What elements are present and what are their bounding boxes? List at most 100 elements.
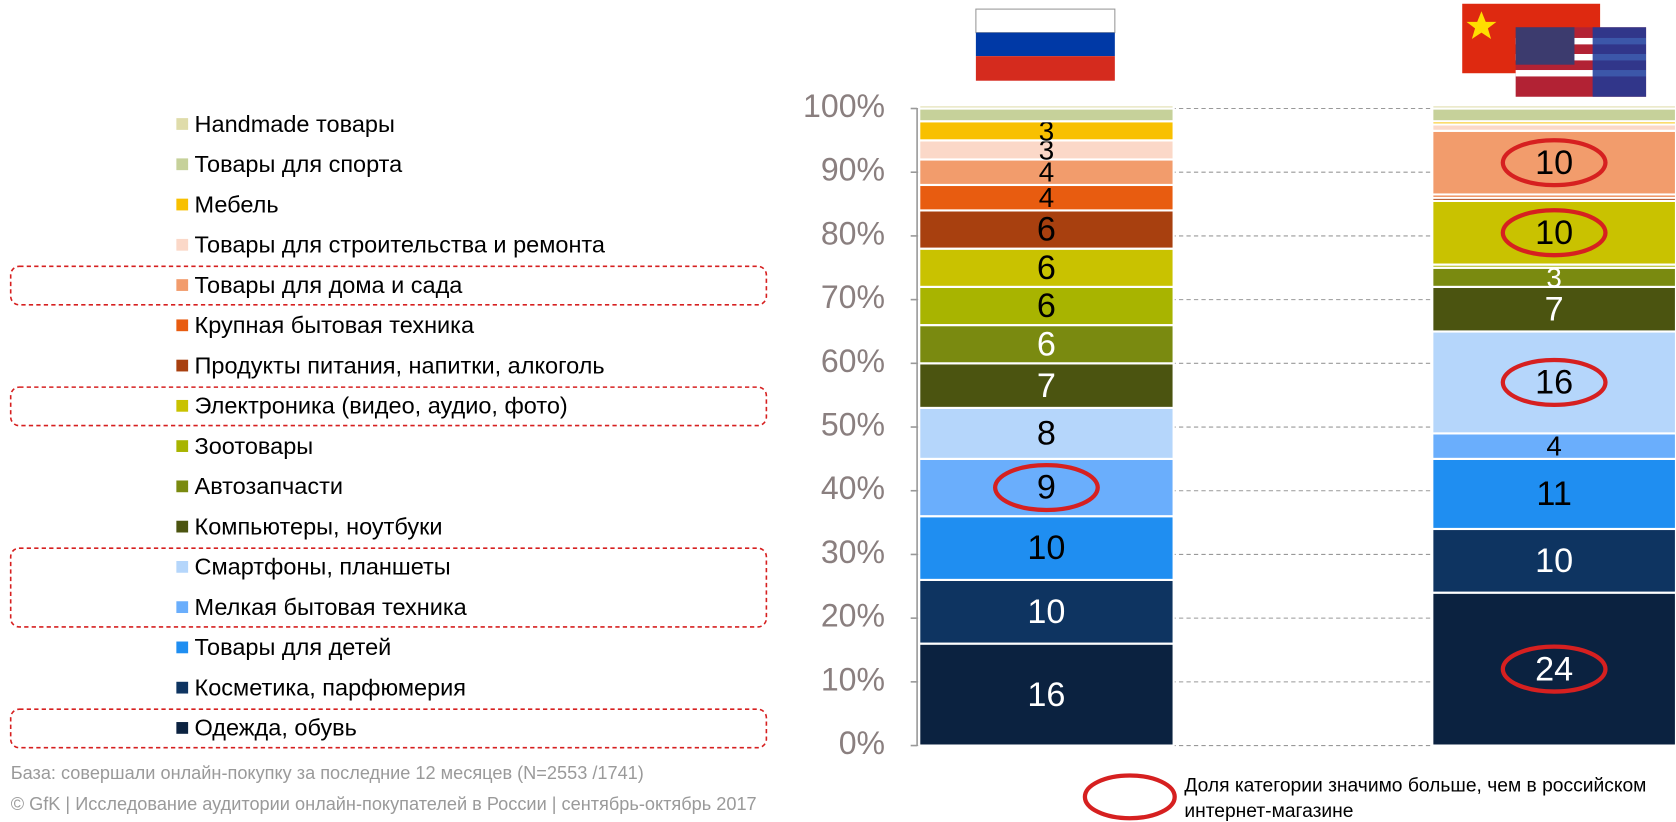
y-tick-label: 0%	[839, 725, 885, 761]
value-label: 11	[1536, 475, 1572, 513]
bar-segment	[1431, 104, 1676, 110]
y-axis: 0% 10% 20% 30% 40% 50% 60% 70% 80% 90% 100%	[803, 88, 918, 761]
value-label: 7	[1545, 290, 1564, 328]
bar-segment	[918, 209, 1175, 250]
legend-label: Зоотовары	[195, 433, 314, 459]
legend-label: Косметика, парфюмерия	[195, 674, 466, 700]
legend-label: Смартфоны, планшеты	[195, 554, 451, 580]
value-label: 6	[1037, 249, 1056, 287]
legend-label: Товары для строительства и ремонта	[195, 232, 606, 258]
highlight-circle	[992, 462, 1100, 513]
legend-label: Одежда, обувь	[195, 715, 357, 741]
legend-swatch	[176, 198, 189, 211]
legend-swatch	[176, 681, 189, 694]
value-label: 6	[1037, 211, 1056, 249]
y-tick-label: 20%	[821, 598, 885, 634]
bar-segment	[918, 457, 1175, 518]
y-tick-label: 60%	[821, 343, 885, 379]
legend-swatch	[176, 238, 189, 251]
bar-segment	[918, 362, 1175, 409]
base-note: База: совершали онлайн-покупку за послед…	[11, 763, 644, 783]
value-label: 4	[1546, 431, 1561, 462]
y-tick-label: 40%	[821, 470, 885, 506]
legend-highlight-box	[9, 708, 768, 749]
y-tick-label: 10%	[821, 661, 885, 697]
legend-swatch	[176, 520, 189, 533]
legend-label: Товары для дома и сада	[195, 272, 464, 298]
legend-swatch	[176, 359, 189, 372]
value-label: 10	[1027, 529, 1065, 567]
copyright: © GfK | Исследование аудитории онлайн-по…	[11, 794, 757, 814]
legend-label: Автозапчасти	[195, 473, 343, 499]
legend-swatch	[176, 641, 189, 654]
bar-segment	[918, 406, 1175, 460]
bar-segment	[1431, 330, 1676, 435]
highlight-circle	[1500, 357, 1608, 408]
highlight-circle	[1500, 208, 1608, 258]
bar-segment	[918, 515, 1175, 581]
y-tick-label: 70%	[821, 279, 885, 315]
bar-segment	[918, 642, 1175, 747]
value-label: 10	[1535, 144, 1573, 182]
legend-label: Товары для спорта	[195, 151, 404, 177]
value-label: 10	[1027, 593, 1065, 631]
legend: Одежда, обувь Косметика, парфюмерия Товары…	[9, 111, 768, 749]
y-tick-label: 30%	[821, 534, 885, 570]
bar-segment	[918, 324, 1175, 365]
value-label: 8	[1037, 415, 1056, 453]
y-tick-label: 90%	[821, 152, 885, 188]
bar-segment	[918, 107, 1175, 123]
value-label: 16	[1027, 676, 1065, 714]
legend-swatch	[176, 722, 189, 734]
value-label: 3	[1546, 262, 1561, 293]
legend-swatch	[176, 118, 189, 130]
flag-foreign	[1462, 3, 1647, 97]
value-label: 24	[1535, 650, 1573, 688]
legend-swatch	[176, 399, 189, 412]
legend-highlight-box	[9, 386, 768, 427]
legend-swatch	[176, 560, 189, 573]
legend-swatch	[176, 158, 189, 171]
circle-legend-mark	[1082, 773, 1177, 821]
legend-label: Handmade товары	[195, 111, 395, 137]
value-label: 6	[1037, 287, 1056, 325]
legend-highlight-box	[9, 265, 768, 306]
bar-segment	[1431, 591, 1676, 747]
bar-segment	[1431, 527, 1676, 594]
bar-segment	[918, 285, 1175, 327]
value-label: 3	[1039, 134, 1054, 165]
legend-swatch	[176, 319, 189, 332]
circle-note-box: Доля категории значимо больше, чем в рос…	[1184, 774, 1646, 821]
legend-label: Крупная бытовая техника	[195, 312, 475, 338]
highlight-circle	[1500, 138, 1608, 188]
value-label: 4	[1039, 182, 1054, 213]
legend-label: Мебель	[195, 191, 279, 217]
value-label: 16	[1535, 364, 1573, 402]
y-tick-label: 80%	[821, 215, 885, 251]
bar-segment	[1431, 107, 1676, 123]
legend-label: Компьютеры, ноутбуки	[195, 513, 443, 539]
value-label: 10	[1535, 214, 1573, 252]
bar-segment	[918, 578, 1175, 645]
legend-label: Электроника (видео, аудио, фото)	[195, 393, 568, 419]
legend-swatch	[176, 601, 189, 614]
value-label: 9	[1037, 469, 1056, 507]
legend-label: Товары для детей	[195, 634, 392, 660]
legend-label: Продукты питания, напитки, алкоголь	[195, 352, 605, 378]
flag-russia	[975, 8, 1116, 81]
legend-swatch	[176, 279, 189, 291]
bar-segment	[918, 247, 1175, 288]
legend-label: Мелкая бытовая техника	[195, 594, 468, 620]
bar-segment	[1431, 285, 1676, 333]
value-label: 4	[1039, 157, 1054, 188]
value-label: 10	[1535, 542, 1573, 580]
y-tick-label: 100%	[803, 88, 885, 124]
legend-swatch	[176, 480, 189, 493]
value-label: 3	[1039, 115, 1054, 146]
bar-segment	[1431, 457, 1676, 531]
value-label: 7	[1037, 367, 1056, 405]
legend-swatch	[176, 440, 189, 452]
highlight-circle	[1500, 644, 1608, 694]
